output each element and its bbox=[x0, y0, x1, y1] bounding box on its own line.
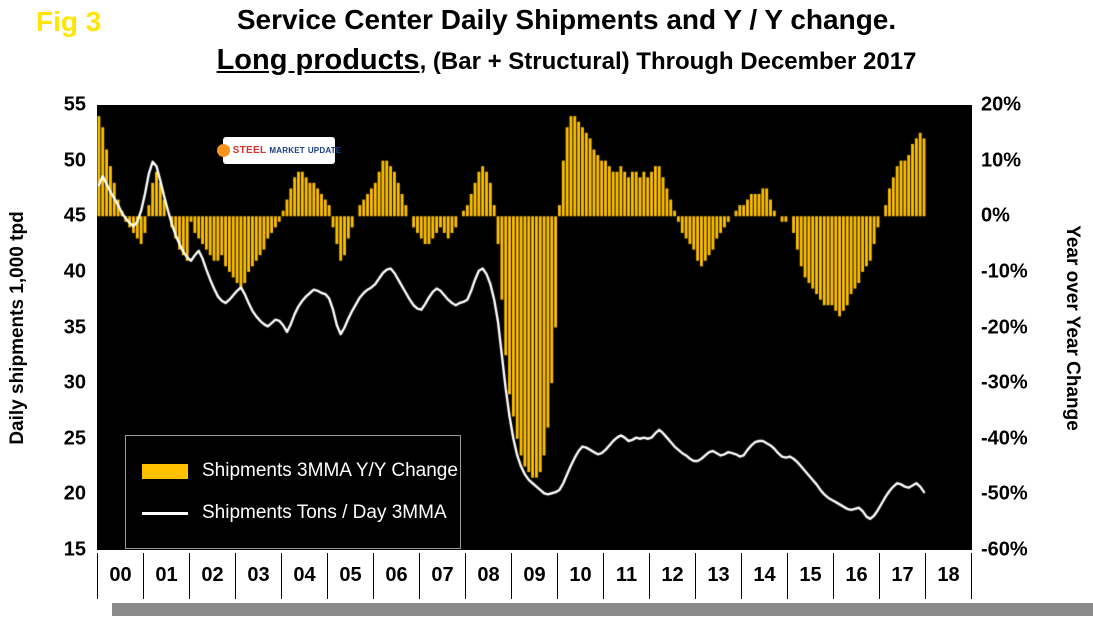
logo-word-steel: STEEL bbox=[232, 145, 267, 156]
left-axis-tick-label: 15 bbox=[63, 538, 86, 561]
x-axis-year-cell: 11 bbox=[603, 553, 649, 599]
chart-subtitle-rest: , (Bar + Structural) Through December 20… bbox=[419, 48, 917, 75]
right-axis-title: Year over Year Change bbox=[1062, 225, 1083, 431]
x-axis-year-cell: 18 bbox=[925, 553, 972, 599]
right-axis-tick-label: -40% bbox=[981, 427, 1028, 450]
x-axis-year-cell: 01 bbox=[143, 553, 189, 599]
right-axis-tick-label: -30% bbox=[981, 371, 1028, 394]
right-axis-tick-label: 0% bbox=[981, 204, 1010, 227]
x-axis-year-cell: 17 bbox=[879, 553, 925, 599]
left-axis-tick-label: 25 bbox=[63, 427, 86, 450]
left-axis-tick-labels: 55 50 45 40 35 30 25 20 15 bbox=[0, 94, 90, 561]
legend-item-line-series: Shipments Tons / Day 3MMA bbox=[142, 492, 447, 534]
chart-title-line2: Long products, (Bar + Structural) Throug… bbox=[60, 44, 1073, 77]
x-axis-year-cell: 00 bbox=[97, 553, 143, 599]
left-axis-tick-label: 35 bbox=[63, 316, 86, 338]
steel-market-update-logo: STEEL MARKET UPDATE bbox=[216, 137, 341, 164]
x-axis-year-labels: 00 01 02 03 04 05 06 07 08 09 10 11 12 13 14 15 16 17 18 bbox=[97, 553, 972, 599]
logo-orange-dot-icon bbox=[216, 144, 230, 157]
left-axis-tick-label: 45 bbox=[63, 204, 86, 227]
plot-area: STEEL MARKET UPDATE Shipments 3MMA Y/Y C… bbox=[97, 105, 972, 550]
x-axis-year-cell: 13 bbox=[695, 553, 741, 599]
legend-line-label: Shipments Tons / Day 3MMA bbox=[202, 502, 447, 523]
chart-subtitle-emphasis: Long products bbox=[216, 44, 420, 76]
x-axis-year-cell: 16 bbox=[833, 553, 879, 599]
legend-line-swatch-icon bbox=[142, 511, 188, 515]
logo-word-market: MARKET bbox=[269, 146, 305, 155]
x-axis-year-cell: 02 bbox=[189, 553, 235, 599]
right-axis-tick-label: 20% bbox=[981, 93, 1022, 116]
x-axis-year-cell: 08 bbox=[465, 553, 511, 599]
x-axis-year-cell: 09 bbox=[511, 553, 557, 599]
x-axis-year-cell: 12 bbox=[649, 553, 695, 599]
chart-title-line1: Service Center Daily Shipments and Y / Y… bbox=[236, 4, 897, 35]
right-axis-tick-label: -10% bbox=[981, 260, 1028, 283]
right-axis-tick-labels: 20% 10% 0% -10% -20% -30% -40% -50% -60% bbox=[979, 94, 1057, 561]
x-axis-year-cell: 07 bbox=[419, 553, 465, 599]
x-axis-year-cell: 04 bbox=[281, 553, 327, 599]
right-axis-tick-label: -60% bbox=[981, 538, 1028, 561]
left-axis-tick-label: 30 bbox=[63, 371, 86, 394]
legend-bar-swatch-icon bbox=[142, 463, 188, 479]
x-axis-year-cell: 15 bbox=[787, 553, 833, 599]
left-axis-tick-label: 20 bbox=[63, 482, 86, 505]
right-axis-tick-label: -50% bbox=[981, 482, 1028, 505]
chart-drop-shadow bbox=[112, 603, 1093, 616]
right-axis-tick-label: 10% bbox=[981, 149, 1022, 172]
legend-bar-label: Shipments 3MMA Y/Y Change bbox=[202, 460, 458, 481]
legend-item-bar-series: Shipments 3MMA Y/Y Change bbox=[142, 450, 458, 492]
x-axis-year-cell: 14 bbox=[741, 553, 787, 599]
left-axis-tick-label: 40 bbox=[63, 260, 86, 283]
x-axis-year-cell: 05 bbox=[327, 553, 373, 599]
left-axis-tick-label: 50 bbox=[63, 149, 86, 172]
x-axis-year-cell: 03 bbox=[235, 553, 281, 599]
x-axis-year-cell: 06 bbox=[373, 553, 419, 599]
figure-number-label: Fig 3 bbox=[36, 6, 102, 37]
right-axis-tick-label: -20% bbox=[981, 316, 1028, 338]
logo-word-update: UPDATE bbox=[307, 146, 342, 155]
x-axis-year-cell: 10 bbox=[557, 553, 603, 599]
left-axis-tick-label: 55 bbox=[63, 93, 86, 116]
chart-legend: Shipments 3MMA Y/Y Change Shipments Tons… bbox=[125, 435, 461, 549]
